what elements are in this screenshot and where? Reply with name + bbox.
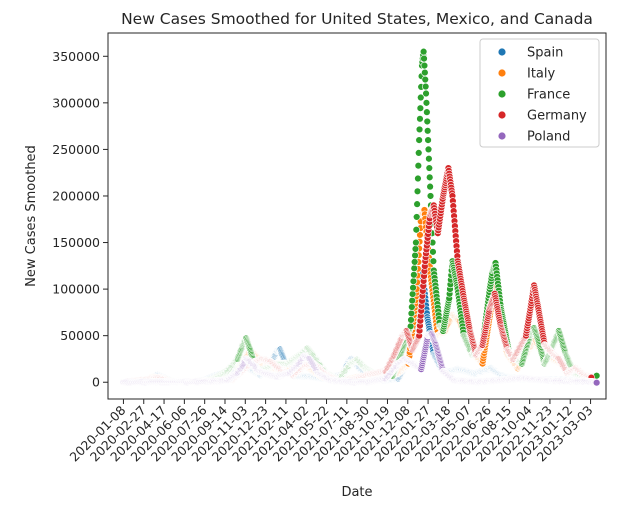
plot-area — [119, 47, 601, 387]
series-spain — [119, 266, 596, 386]
data-point — [414, 162, 423, 170]
data-point — [411, 245, 420, 253]
data-point — [410, 271, 418, 279]
data-point — [413, 187, 422, 196]
data-point — [426, 182, 434, 191]
data-point — [408, 290, 417, 298]
data-point — [416, 115, 424, 123]
data-point — [415, 125, 424, 134]
data-point — [423, 127, 432, 135]
data-point — [420, 54, 428, 63]
data-point — [408, 296, 416, 305]
data-point — [412, 226, 421, 234]
data-point — [423, 108, 431, 116]
data-point — [423, 117, 431, 126]
data-point — [422, 99, 431, 107]
data-point — [413, 200, 421, 208]
data-point — [415, 149, 423, 157]
data-point — [422, 89, 430, 98]
data-point — [424, 136, 432, 144]
data-point — [414, 174, 422, 183]
data-point — [421, 75, 429, 84]
data-point — [426, 192, 435, 200]
data-point — [407, 316, 415, 324]
data-point — [429, 257, 438, 265]
data-point — [416, 104, 425, 112]
data-point — [429, 248, 437, 256]
data-point — [425, 164, 433, 172]
data-point — [424, 145, 433, 154]
data-point — [411, 251, 419, 260]
data-point — [412, 238, 420, 247]
data-point — [413, 213, 421, 221]
data-point — [421, 68, 429, 77]
data-point — [426, 173, 434, 182]
data-point — [420, 61, 429, 70]
data-point — [421, 82, 430, 91]
data-point — [408, 303, 416, 311]
data-point — [419, 47, 428, 56]
data-point — [410, 258, 419, 266]
data-point — [415, 136, 423, 144]
data-point — [425, 155, 433, 163]
data-point — [410, 264, 418, 273]
data-point — [409, 277, 418, 285]
data-point — [407, 309, 416, 318]
data-point — [409, 283, 417, 292]
chart-title: New Cases Smoothed for United States, Me… — [121, 10, 593, 28]
